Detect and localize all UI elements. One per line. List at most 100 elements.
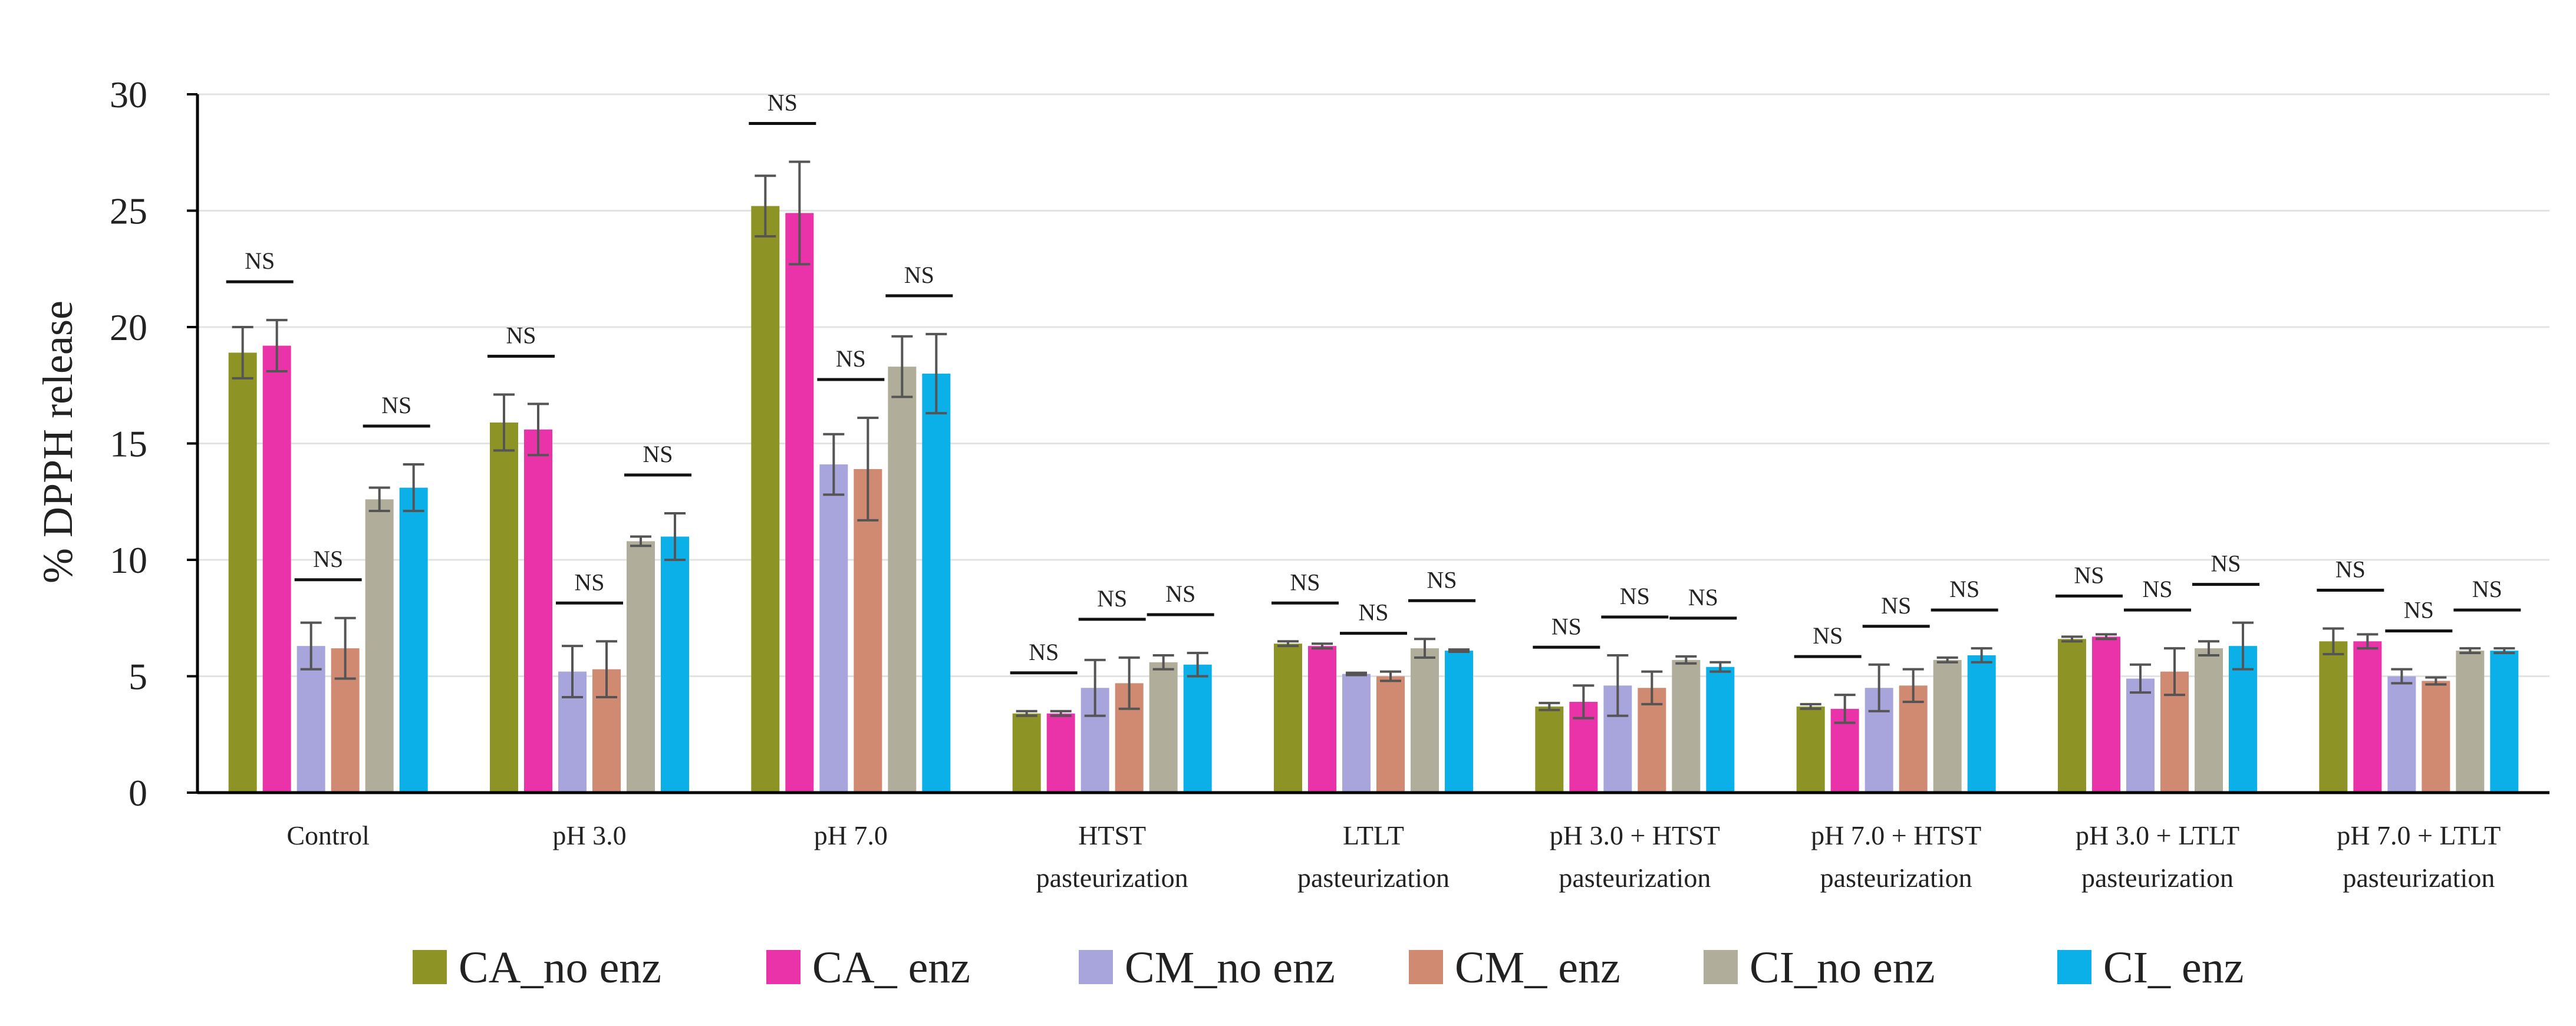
ns-label: NS — [2074, 562, 2104, 588]
ns-annotation: NS — [1010, 639, 1078, 675]
ns-annotation: NS — [487, 322, 555, 358]
bar — [2126, 678, 2155, 793]
error-bar — [1084, 658, 1106, 717]
ns-label: NS — [2142, 576, 2172, 602]
ns-annotation: NS — [1794, 622, 1862, 658]
bar — [922, 374, 951, 793]
ns-label: NS — [2335, 556, 2366, 583]
bar — [1672, 659, 1701, 793]
error-bar — [664, 512, 686, 561]
error-bar — [368, 486, 390, 513]
error-bar — [1152, 654, 1174, 671]
ns-annotation: NS — [1931, 576, 1998, 612]
bar — [1308, 646, 1336, 793]
error-bar — [2425, 676, 2447, 686]
legend-label: CM_no enz — [1125, 943, 1335, 992]
ns-annotation: NS — [556, 569, 623, 605]
ns-annotation: NS — [1862, 592, 1930, 628]
bar — [1183, 664, 1212, 793]
ns-label: NS — [836, 345, 866, 372]
error-bar — [755, 174, 776, 237]
bar — [1706, 667, 1735, 793]
ns-annotation: NS — [2453, 576, 2521, 612]
x-category-label-line: pH 7.0 + HTST — [1811, 820, 1981, 850]
legend-label: CA_no enz — [459, 943, 661, 992]
legend-item: CM_ enz — [1409, 943, 1620, 992]
x-category-label-line: pH 3.0 + LTLT — [2076, 820, 2239, 850]
error-bar — [1050, 710, 1072, 717]
bar — [1933, 659, 1962, 793]
axes: 0 5 10 15 20 25 30 Control pH 3.0 pH 7.0 HTST paste… — [110, 74, 2549, 893]
error-bar — [596, 640, 617, 699]
legend-swatch — [766, 950, 801, 984]
error-bar — [300, 621, 322, 671]
ns-label: NS — [767, 90, 798, 116]
ns-label: NS — [1029, 639, 1059, 665]
error-bar — [528, 403, 549, 457]
ns-label: NS — [2404, 597, 2434, 623]
legend-item: CM_no enz — [1079, 943, 1335, 992]
error-bar — [1539, 701, 1560, 711]
legend-label: CI_ enz — [2103, 943, 2244, 992]
ns-label: NS — [2211, 550, 2241, 577]
ns-label: NS — [904, 262, 934, 288]
error-bar — [1187, 652, 1208, 678]
error-bar — [334, 616, 356, 680]
error-bar — [1414, 638, 1435, 659]
ns-annotation: NS — [885, 262, 953, 298]
error-bar — [1902, 668, 1924, 703]
x-category-label-line: pasteurization — [1820, 863, 1972, 893]
bar — [1411, 648, 1439, 793]
error-bar — [630, 535, 651, 547]
ns-annotation: NS — [1408, 566, 1475, 602]
error-bar — [266, 319, 288, 373]
bar — [661, 536, 689, 793]
ns-annotation: NS — [1340, 599, 1407, 635]
error-bar — [1312, 642, 1333, 650]
error-bar — [1118, 656, 1140, 710]
x-category-label: Control — [286, 820, 370, 850]
ns-annotation: NS — [2192, 550, 2259, 586]
error-bar — [823, 433, 845, 496]
error-bar — [1936, 656, 1958, 664]
ns-label: NS — [1097, 585, 1127, 612]
error-bars — [232, 160, 2515, 724]
error-bar — [403, 463, 424, 513]
ns-label: NS — [1813, 622, 1843, 649]
gridlines — [197, 93, 2549, 677]
ns-annotation: NS — [2124, 576, 2191, 612]
error-bar — [562, 645, 583, 699]
bar — [2058, 639, 2086, 793]
legend: CA_no enz CA_ enz CM_no enz CM_ enz CI_no en… — [413, 943, 2244, 992]
error-bar — [925, 332, 947, 415]
ns-annotation: NS — [1147, 580, 1214, 616]
error-bar — [2198, 640, 2219, 656]
legend-item: CA_no enz — [413, 943, 661, 992]
bar — [819, 464, 848, 793]
x-category-label: HTST pasteurization — [1036, 820, 1188, 893]
ns-label: NS — [1551, 613, 1582, 639]
bar — [1376, 676, 1405, 793]
x-category-label-line: LTLT — [1343, 820, 1404, 850]
x-category-label-line: pH 7.0 + LTLT — [2337, 820, 2501, 850]
legend-swatch — [413, 950, 447, 984]
y-tick-label: 0 — [129, 772, 147, 814]
ns-label: NS — [381, 392, 411, 418]
ns-annotation: NS — [294, 546, 362, 582]
bar — [2319, 641, 2348, 793]
error-bar — [1573, 684, 1595, 720]
x-category-label-line: pH 7.0 — [814, 820, 888, 850]
x-category-label-line: pH 3.0 + HTST — [1550, 820, 1720, 850]
ns-label: NS — [1427, 566, 1457, 593]
error-bar — [1971, 647, 1992, 664]
y-tick-label: 25 — [110, 190, 147, 232]
bar — [1967, 655, 1996, 793]
error-bar — [2130, 663, 2151, 694]
error-bar — [2459, 647, 2481, 654]
bar — [2387, 676, 2416, 793]
ns-annotation: NS — [226, 248, 294, 283]
bar — [399, 487, 428, 793]
legend-swatch — [1079, 950, 1113, 984]
ns-label: NS — [2472, 576, 2502, 602]
